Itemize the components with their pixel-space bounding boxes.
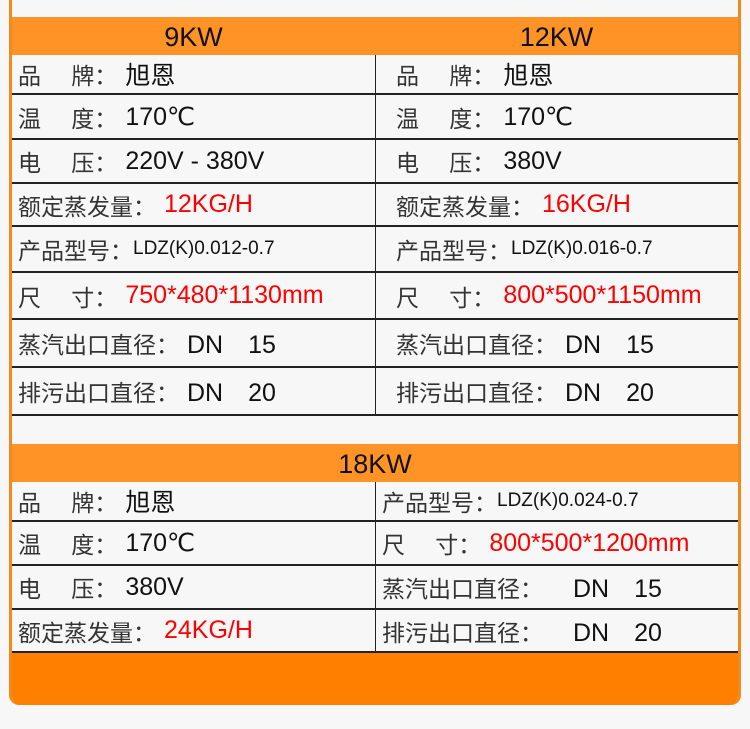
spec-value: LDZ(K)0.012-0.7	[133, 238, 275, 259]
spec-value: LDZ(K)0.016-0.7	[511, 238, 653, 259]
spec-value: DN 15	[565, 331, 654, 359]
spec-value: 380V	[503, 146, 562, 175]
spec-cell: 品 牌： 旭恩	[375, 55, 738, 93]
spec-label: 品 牌：	[18, 491, 118, 517]
table-row: 额定蒸发量： 12KG/H 额定蒸发量： 16KG/H	[12, 184, 738, 227]
spec-label: 额定蒸发量：	[396, 194, 534, 221]
table-row: 排污出口直径： DN 20 排污出口直径： DN 20	[12, 368, 738, 416]
spec-value: 旭恩	[125, 62, 176, 90]
table-row: 温 度： 170℃ 尺 寸： 800*500*1200mm	[12, 522, 738, 566]
spec-value: LDZ(K)0.024-0.7	[497, 490, 639, 511]
model-title-9kw: 9KW	[164, 22, 223, 52]
spec-label: 蒸汽出口直径：	[382, 577, 543, 603]
spec-cell: 产品型号： LDZ(K)0.012-0.7	[12, 227, 375, 271]
spec-cell: 排污出口直径： DN 20	[12, 368, 375, 414]
spec-cell: 蒸汽出口直径： DN 15	[375, 566, 738, 608]
table-row: 品 牌： 旭恩 产品型号： LDZ(K)0.024-0.7	[12, 482, 738, 522]
table-row: 品 牌： 旭恩品 牌： 旭恩	[12, 55, 738, 95]
spec-label: 产品型号：	[382, 491, 497, 517]
spec-label: 产品型号：	[396, 239, 511, 265]
spec-cell: 产品型号： LDZ(K)0.016-0.7	[375, 227, 738, 271]
spec-value: DN 20	[573, 618, 662, 647]
spec-label: 温 度：	[18, 106, 118, 133]
table-row: 产品型号： LDZ(K)0.012-0.7 产品型号： LDZ(K)0.016-0.7	[12, 227, 738, 273]
spec-value: 750*480*1130mm	[125, 281, 324, 309]
spec-label: 排污出口直径：	[382, 620, 543, 647]
spec-value: 旭恩	[503, 62, 554, 90]
spec-label: 尺 寸：	[382, 533, 482, 559]
spec-cell: 尺 寸： 800*500*1200mm	[375, 522, 738, 564]
spec-value: 800*500*1200mm	[489, 528, 690, 557]
spec-label: 电 压：	[396, 151, 496, 177]
section-header-18kw: 18KW	[12, 444, 738, 482]
spec-cell: 温 度： 170℃	[12, 522, 375, 564]
table-row: 电 压： 380V 蒸汽出口直径： DN 15	[12, 566, 738, 610]
spec-label: 蒸汽出口直径：	[396, 333, 557, 359]
spec-label: 额定蒸发量：	[18, 620, 156, 647]
spec-cell: 品 牌： 旭恩	[12, 55, 375, 93]
spec-cell: 温 度： 170℃	[375, 95, 738, 138]
spec-value: DN 15	[573, 575, 662, 603]
spec-cell: 尺 寸： 800*500*1150mm	[375, 273, 738, 318]
spec-cell: 额定蒸发量： 24KG/H	[12, 610, 375, 651]
table-row: 温 度： 170℃ 温 度： 170℃	[12, 95, 738, 140]
spec-value: DN 20	[187, 379, 276, 407]
spec-cell: 温 度： 170℃	[12, 95, 375, 138]
spec-value: 220V - 380V	[125, 146, 265, 175]
spec-label: 温 度：	[18, 533, 118, 559]
spec-cell: 电 压： 220V - 380V	[12, 140, 375, 182]
spec-table-18kw: 品 牌： 旭恩 产品型号： LDZ(K)0.024-0.7 温 度： 170℃ 尺 寸： 80…	[12, 482, 738, 653]
spec-value: DN 15	[187, 331, 276, 359]
spec-label: 尺 寸：	[396, 285, 496, 312]
table-row: 电 压： 220V - 380V 电 压： 380V	[12, 140, 738, 184]
spec-label: 品 牌：	[396, 64, 496, 90]
spec-cell: 产品型号： LDZ(K)0.024-0.7	[375, 482, 738, 520]
spec-label: 品 牌：	[18, 64, 118, 90]
spec-cell: 排污出口直径： DN 20	[375, 368, 738, 414]
spec-label: 额定蒸发量：	[18, 194, 156, 221]
spec-label: 温 度：	[396, 106, 496, 133]
spec-cell: 额定蒸发量： 16KG/H	[375, 184, 738, 225]
spec-label: 尺 寸：	[18, 285, 118, 312]
spec-cell: 电 压： 380V	[375, 140, 738, 182]
spec-cell: 品 牌： 旭恩	[12, 482, 375, 520]
spec-cell: 排污出口直径： DN 20	[375, 610, 738, 651]
table-row: 尺 寸： 750*480*1130mm 尺 寸： 800*500*1150mm	[12, 273, 738, 320]
spec-cell: 蒸汽出口直径： DN 15	[375, 320, 738, 366]
spec-label: 产品型号：	[18, 239, 133, 265]
spec-value: 24KG/H	[164, 616, 253, 644]
spec-value: 170℃	[125, 102, 196, 131]
table-row: 蒸汽出口直径： DN 15 蒸汽出口直径： DN 15	[12, 320, 738, 368]
spec-label: 蒸汽出口直径：	[18, 333, 179, 359]
spec-value: 170℃	[503, 102, 574, 131]
spec-label: 排污出口直径：	[396, 381, 557, 407]
spec-panel: 9KW 12KW 品 牌： 旭恩品 牌： 旭恩温 度： 170℃ 温 度： 170℃ 电 压…	[9, 0, 741, 705]
footer-bar	[12, 653, 738, 705]
spec-cell: 电 压： 380V	[12, 566, 375, 608]
model-title-12kw: 12KW	[519, 22, 594, 52]
spec-cell: 额定蒸发量： 12KG/H	[12, 184, 375, 225]
spec-value: 12KG/H	[164, 190, 253, 218]
spec-value: DN 20	[565, 379, 654, 407]
spec-value: 16KG/H	[542, 190, 631, 218]
spec-label: 电 压：	[18, 151, 118, 177]
spec-value: 旭恩	[125, 489, 176, 517]
spec-label: 排污出口直径：	[18, 381, 179, 407]
section-header-9kw-12kw: 9KW 12KW	[12, 17, 738, 55]
spec-value: 800*500*1150mm	[503, 281, 702, 309]
spec-cell: 尺 寸： 750*480*1130mm	[12, 273, 375, 318]
model-title-18kw: 18KW	[338, 449, 412, 479]
spec-table-9kw-12kw: 品 牌： 旭恩品 牌： 旭恩温 度： 170℃ 温 度： 170℃ 电 压： 220V - 3…	[12, 55, 738, 416]
spec-cell: 蒸汽出口直径： DN 15	[12, 320, 375, 366]
spec-value: 380V	[125, 572, 184, 601]
spec-value: 170℃	[125, 529, 196, 557]
spec-label: 电 压：	[18, 577, 118, 603]
table-row: 额定蒸发量： 24KG/H 排污出口直径： DN 20	[12, 610, 738, 653]
